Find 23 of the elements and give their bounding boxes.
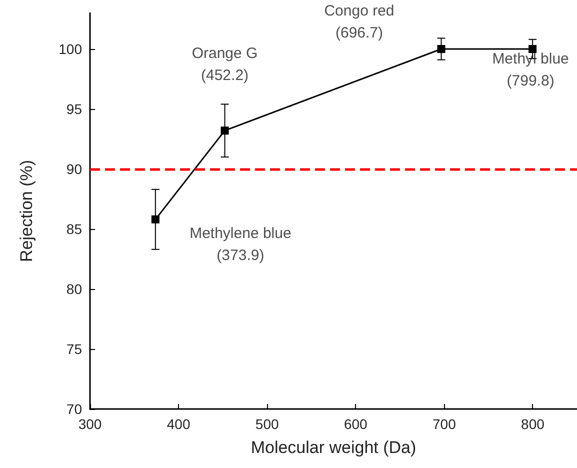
y-tick-label: 100	[58, 41, 82, 57]
x-tick-label: 600	[344, 416, 368, 432]
y-axis-title: Rejection (%)	[17, 160, 36, 262]
y-tick-label: 80	[66, 281, 82, 297]
point	[528, 45, 537, 53]
y-tick-label: 70	[66, 401, 82, 417]
y-tick-label: 75	[66, 341, 82, 357]
x-tick-label: 800	[521, 416, 545, 432]
x-tick-label: 700	[432, 416, 456, 432]
x-tick-label: 500	[255, 416, 279, 432]
point	[151, 215, 160, 224]
annotation: Methyl blue (799.8)	[492, 50, 569, 90]
y-tick-label: 85	[66, 221, 82, 237]
x-tick-label: 300	[78, 416, 102, 432]
annotation: Orange G (452.2)	[192, 45, 258, 84]
point	[220, 126, 229, 135]
y-tick-label: 90	[66, 161, 82, 177]
x-tick-label: 400	[166, 416, 190, 432]
point	[437, 45, 446, 53]
y-tick-label: 95	[66, 101, 82, 117]
annotation: Methylene blue (373.9)	[190, 224, 292, 264]
x-axis-title: Molecular weight (Da)	[250, 438, 416, 457]
annotation: Congo red (696.7)	[324, 2, 394, 42]
